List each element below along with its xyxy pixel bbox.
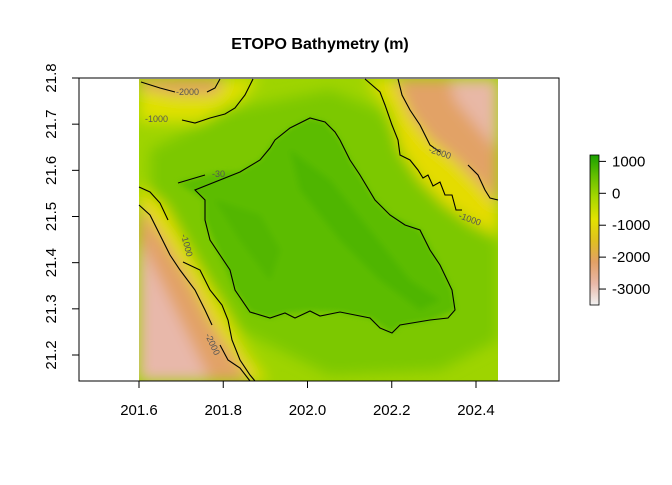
x-tick-label: 202.2: [373, 402, 411, 419]
contour-lines: [138, 78, 499, 382]
x-tick-label: 202.0: [289, 402, 327, 419]
chart-title: ETOPO Bathymetry (m): [231, 36, 409, 53]
contour-label: -30: [212, 169, 225, 179]
y-tick-label: 21.6: [43, 156, 60, 185]
x-tick-label: 201.8: [204, 402, 242, 419]
y-tick-label: 21.3: [43, 294, 60, 323]
y-tick-label: 21.7: [43, 110, 60, 139]
contour-label: -1000: [145, 114, 168, 124]
colorbar-tick-label: 1000: [612, 153, 645, 170]
contour-left-2000: [138, 204, 251, 382]
contour-topleft-2000: [140, 78, 221, 93]
contour-right-1000: [364, 78, 462, 211]
contour-right-2000: [397, 78, 499, 201]
contour-label: -2000: [176, 87, 199, 97]
contour-minus30: [177, 117, 456, 334]
y-axis: 21.2 21.3 21.4 21.5 21.6 21.7 21.8: [43, 63, 80, 370]
x-tick-label: 202.4: [457, 402, 495, 419]
raster-image: [139, 79, 498, 381]
y-tick-label: 21.8: [43, 63, 60, 92]
y-tick-label: 21.5: [43, 202, 60, 231]
y-tick-label: 21.2: [43, 340, 60, 369]
x-tick-label: 201.6: [120, 402, 158, 419]
colorbar-tick-label: -1000: [612, 217, 650, 234]
colorbar: [589, 154, 600, 306]
contour-topleft-1000: [181, 78, 254, 124]
x-axis: 201.6 201.8 202.0 202.2 202.4: [120, 380, 495, 419]
contour-left-1000: [138, 186, 256, 382]
y-tick-label: 21.4: [43, 248, 60, 277]
colorbar-tick-label: 0: [612, 185, 620, 202]
colorbar-legend: 1000 0 -1000 -2000 -3000: [589, 153, 650, 306]
colorbar-tick-label: -3000: [612, 281, 650, 298]
colorbar-tick-label: -2000: [612, 249, 650, 266]
